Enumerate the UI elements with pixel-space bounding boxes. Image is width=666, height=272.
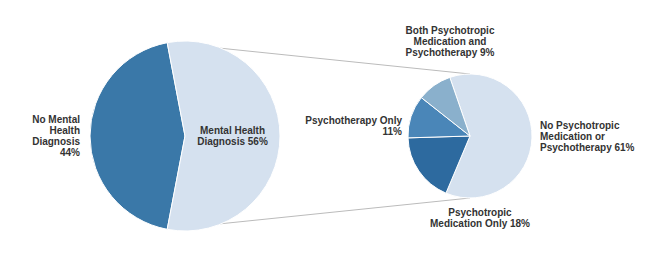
chart: No MentalHealthDiagnosis44% Mental Health… <box>0 0 666 272</box>
pie <box>408 74 532 198</box>
pie <box>90 41 280 231</box>
slice-label: PsychotropicMedication Only 18% <box>430 207 530 229</box>
slice-label-line: Psychotropic <box>448 207 512 218</box>
slice-label-line: No Mental <box>32 114 80 125</box>
slice-label: Psychotherapy Only11% <box>305 115 402 137</box>
slice-label: Both PsychotropicMedication andPsychothe… <box>406 25 495 58</box>
slice-label-line: Mental Health <box>200 125 265 136</box>
slice-label-line: Medication or <box>540 131 605 142</box>
slice-label-line: Health <box>49 125 80 136</box>
slice-label-line: Psychotherapy 61% <box>540 142 635 153</box>
slice-label-line: 44% <box>60 147 80 158</box>
labels: No MentalHealthDiagnosis44% Mental Health… <box>32 25 634 229</box>
slice-label: Mental HealthDiagnosis 56% <box>197 125 268 147</box>
pie-slice <box>90 43 185 230</box>
slice-label-line: Psychotherapy 9% <box>406 47 495 58</box>
pie-slice <box>421 77 470 136</box>
slice-label: No MentalHealthDiagnosis44% <box>32 114 80 158</box>
slice-label-line: No Psychotropic <box>540 120 620 131</box>
slice-label: No PsychotropicMedication orPsychotherap… <box>540 120 635 153</box>
pie-slice <box>167 41 280 231</box>
slice-label-line: Medication Only 18% <box>430 218 530 229</box>
slice-label-line: Diagnosis 56% <box>197 136 268 147</box>
slice-label-line: Diagnosis <box>32 136 80 147</box>
slice-label-line: 11% <box>383 126 403 137</box>
slice-label-line: Both Psychotropic <box>406 25 495 36</box>
slice-label-line: Psychotherapy Only <box>305 115 402 126</box>
slice-label-line: Medication and <box>414 36 487 47</box>
pie-slice <box>408 136 470 193</box>
